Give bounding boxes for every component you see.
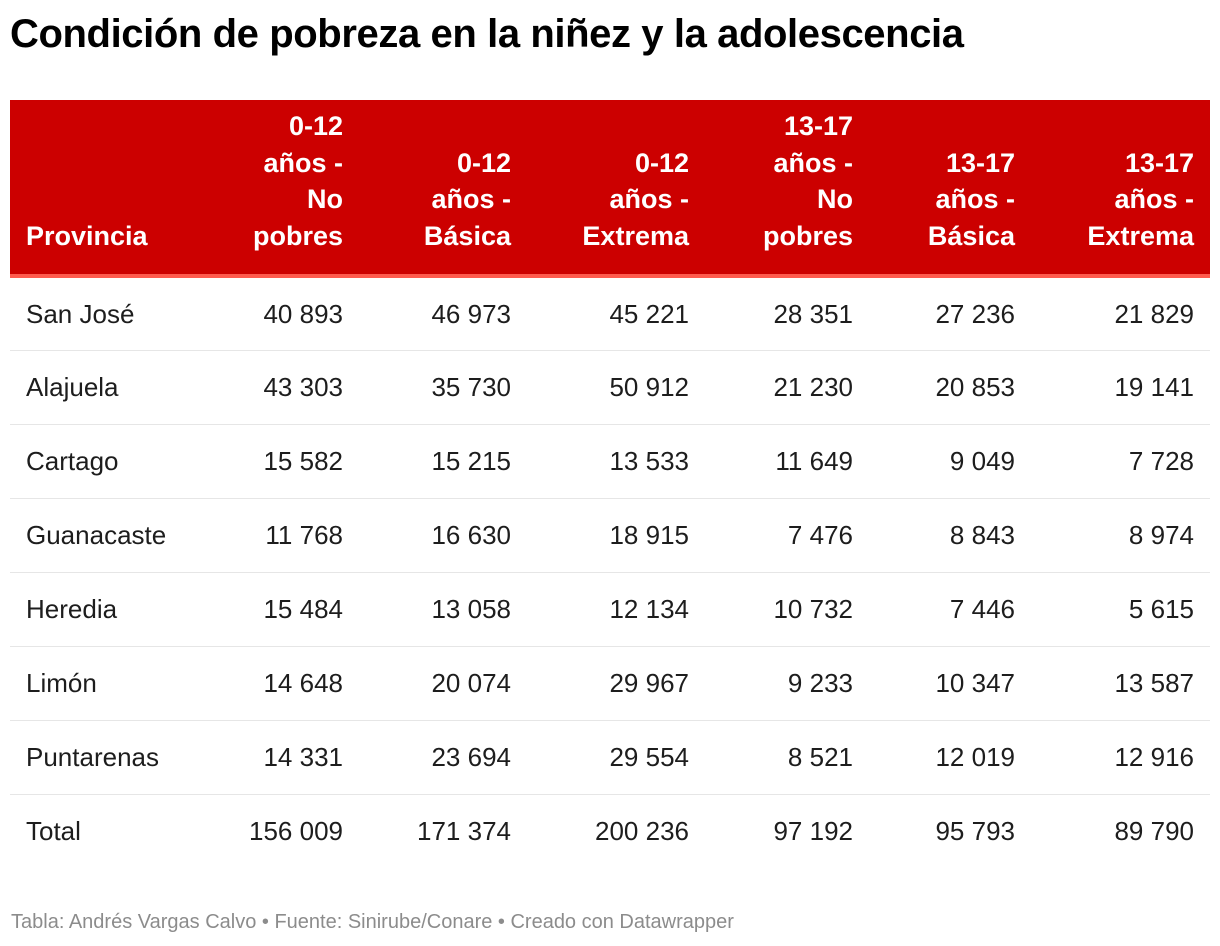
column-header-line: 13-17 [1124, 147, 1194, 178]
value-cell: 13 058 [359, 572, 527, 647]
column-header-line: 0-12 [634, 147, 689, 178]
value-cell: 7 728 [1031, 424, 1210, 499]
value-cell: 5 615 [1031, 572, 1210, 647]
value-cell: 21 829 [1031, 276, 1210, 351]
column-header-provincia: Provincia [10, 100, 194, 278]
province-cell: Alajuela [10, 350, 194, 425]
value-cell: 50 912 [527, 350, 705, 425]
table-row: Total 156 009 171 374 200 236 97 192 95 793 89… [10, 794, 1210, 868]
value-cell: 95 793 [935, 816, 1015, 847]
column-header-line: años - [935, 184, 1015, 214]
value-cell: 11 768 [194, 498, 359, 573]
value-cell: 19 141 [1031, 350, 1210, 425]
column-header-4: 13-17 años - No pobres [705, 100, 869, 278]
column-header-line: Extrema [582, 220, 689, 251]
value-cell: 23 694 [359, 720, 527, 795]
column-header-3: 0-12 años - Extrema [527, 100, 705, 278]
column-header-line: pobres [252, 220, 343, 251]
value-cell: 29 554 [527, 720, 705, 795]
value-cell: 9 233 [705, 646, 869, 721]
value-cell: 18 915 [527, 498, 705, 573]
province-cell: San José [10, 276, 194, 351]
value-cell: 171 374 [417, 816, 511, 847]
value-cell: 46 973 [359, 276, 527, 351]
table-row: Limón 14 648 20 074 29 967 9 233 10 347 13 587 [10, 646, 1210, 721]
table-row: Cartago 15 582 15 215 13 533 11 649 9 049 7 72… [10, 424, 1210, 499]
value-cell: 7 446 [869, 572, 1031, 647]
table-row: Puntarenas 14 331 23 694 29 554 8 521 12 019 1… [10, 720, 1210, 795]
value-cell: 12 134 [527, 572, 705, 647]
data-table: Provincia 0-12 años - No pobres 0-12 años - Bás… [10, 100, 1210, 868]
value-cell: 15 582 [194, 424, 359, 499]
column-header-line: 13-17 [945, 147, 1015, 178]
column-header-line: años - [431, 184, 511, 214]
province-cell: Limón [10, 646, 194, 721]
value-cell: 21 230 [705, 350, 869, 425]
province-cell: Guanacaste [10, 498, 194, 573]
province-cell: Total [26, 816, 81, 847]
column-header-line: Básica [927, 220, 1015, 251]
column-header-line: Extrema [1087, 220, 1194, 251]
value-cell: 20 853 [869, 350, 1031, 425]
province-cell: Heredia [10, 572, 194, 647]
table-row: Heredia 15 484 13 058 12 134 10 732 7 446 5 61… [10, 572, 1210, 647]
value-cell: 7 476 [705, 498, 869, 573]
value-cell: 11 649 [705, 424, 869, 499]
value-cell: 97 192 [773, 816, 853, 847]
table-row: Guanacaste 11 768 16 630 18 915 7 476 8 843 8 … [10, 498, 1210, 573]
value-cell: 156 009 [249, 816, 343, 847]
value-cell: 35 730 [359, 350, 527, 425]
column-header-line: años - [263, 147, 343, 178]
column-header-1: 0-12 años - No pobres [194, 100, 359, 278]
value-cell: 28 351 [705, 276, 869, 351]
column-header-line: años - [773, 147, 853, 178]
value-cell: 40 893 [194, 276, 359, 351]
value-cell: 9 049 [869, 424, 1031, 499]
value-cell: 10 347 [869, 646, 1031, 721]
column-header-line: años - [609, 184, 689, 214]
column-header-line: años - [1114, 184, 1194, 214]
value-cell: 12 019 [869, 720, 1031, 795]
value-cell: 14 648 [194, 646, 359, 721]
column-header-line: No [817, 184, 853, 214]
province-cell: Puntarenas [10, 720, 194, 795]
column-header-line: 0-12 [288, 111, 343, 141]
page-title: Condición de pobreza en la niñez y la ad… [10, 12, 964, 56]
province-cell: Cartago [10, 424, 194, 499]
column-header-5: 13-17 años - Básica [869, 100, 1031, 278]
value-cell: 20 074 [359, 646, 527, 721]
table-row: San José 40 893 46 973 45 221 28 351 27 236 21… [10, 276, 1210, 351]
table-header: Provincia 0-12 años - No pobres 0-12 años - Bás… [10, 100, 1210, 278]
column-header-line: Básica [423, 220, 511, 251]
value-cell: 8 843 [869, 498, 1031, 573]
column-header-line: pobres [762, 220, 853, 251]
value-cell: 8 974 [1031, 498, 1210, 573]
footer-credit: Tabla: Andrés Vargas Calvo • Fuente: Sin… [11, 911, 734, 933]
value-cell: 15 484 [194, 572, 359, 647]
value-cell: 45 221 [527, 276, 705, 351]
value-cell: 27 236 [869, 276, 1031, 351]
column-header-line: 13-17 [783, 111, 853, 141]
value-cell: 200 236 [595, 816, 689, 847]
value-cell: 12 916 [1031, 720, 1210, 795]
value-cell: 8 521 [705, 720, 869, 795]
column-header-line: 0-12 [456, 147, 511, 178]
table-body: San José 40 893 46 973 45 221 28 351 27 236 21… [10, 276, 1210, 868]
value-cell: 29 967 [527, 646, 705, 721]
value-cell: 43 303 [194, 350, 359, 425]
column-header-2: 0-12 años - Básica [359, 100, 527, 278]
value-cell: 16 630 [359, 498, 527, 573]
column-header-line: Provincia [26, 220, 148, 251]
table-row: Alajuela 43 303 35 730 50 912 21 230 20 853 19… [10, 350, 1210, 425]
column-header-6: 13-17 años - Extrema [1031, 100, 1210, 278]
column-header-line: No [307, 184, 343, 214]
value-cell: 15 215 [359, 424, 527, 499]
value-cell: 13 587 [1031, 646, 1210, 721]
value-cell: 14 331 [194, 720, 359, 795]
value-cell: 13 533 [527, 424, 705, 499]
value-cell: 10 732 [705, 572, 869, 647]
value-cell: 89 790 [1114, 816, 1194, 847]
header-row: Provincia 0-12 años - No pobres 0-12 años - Bás… [10, 100, 1210, 278]
